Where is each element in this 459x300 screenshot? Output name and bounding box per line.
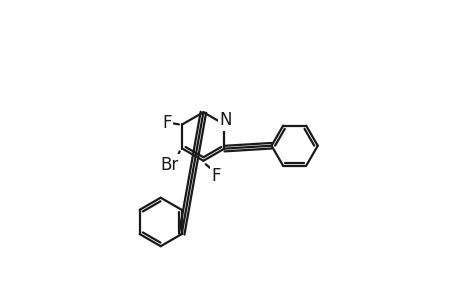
Text: N: N — [219, 111, 231, 129]
Text: F: F — [162, 114, 172, 132]
Text: F: F — [211, 167, 220, 185]
Text: Br: Br — [160, 156, 179, 174]
